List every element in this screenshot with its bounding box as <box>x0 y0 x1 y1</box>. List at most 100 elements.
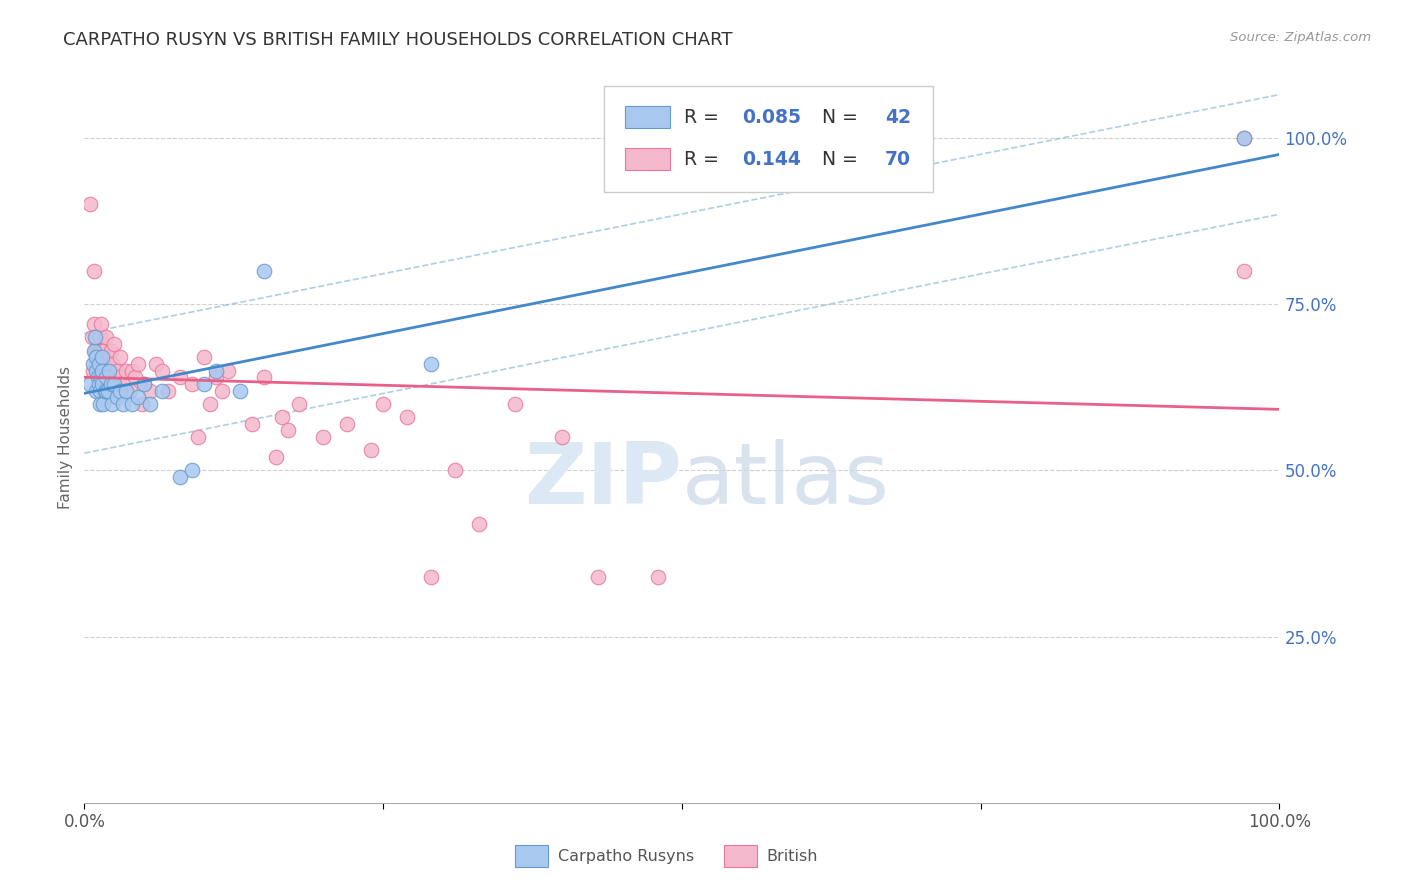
Text: atlas: atlas <box>682 440 890 523</box>
Point <box>82 363 104 377</box>
Point <box>121 363 143 377</box>
Point <box>187 430 209 444</box>
Point <box>97 351 120 365</box>
Point <box>205 363 228 377</box>
Text: N =: N = <box>810 150 863 169</box>
Text: British: British <box>766 848 818 863</box>
Point <box>360 443 382 458</box>
Point <box>91 351 114 365</box>
Point <box>131 397 153 411</box>
Point <box>253 370 276 384</box>
Text: R =: R = <box>685 108 725 127</box>
Point <box>1233 264 1256 278</box>
Point <box>264 450 287 464</box>
Point <box>94 384 117 398</box>
Text: 0.144: 0.144 <box>742 150 800 169</box>
FancyBboxPatch shape <box>605 86 934 192</box>
Y-axis label: Family Households: Family Households <box>58 366 73 508</box>
Point <box>124 370 146 384</box>
Point <box>97 384 120 398</box>
Point <box>111 376 134 391</box>
Point <box>121 397 143 411</box>
Point <box>87 376 110 391</box>
Point <box>101 357 124 371</box>
Point <box>94 330 117 344</box>
Point <box>157 384 180 398</box>
Text: R =: R = <box>685 150 725 169</box>
Point <box>229 384 252 398</box>
Point <box>132 376 156 391</box>
Point <box>1233 131 1256 145</box>
Point <box>86 330 108 344</box>
Point <box>111 397 134 411</box>
Text: ZIP: ZIP <box>524 440 682 523</box>
Point <box>79 376 101 391</box>
Point <box>139 384 162 398</box>
Point <box>588 570 610 584</box>
Point <box>270 410 292 425</box>
Point <box>82 357 104 371</box>
Text: 0.085: 0.085 <box>742 108 800 127</box>
Point <box>87 357 110 371</box>
Point <box>84 330 107 344</box>
Point <box>86 343 108 358</box>
Text: 42: 42 <box>886 108 911 127</box>
Point <box>115 363 138 377</box>
Point <box>551 430 574 444</box>
Point <box>132 376 156 391</box>
Point <box>647 570 669 584</box>
Point <box>110 370 132 384</box>
Point <box>100 343 122 358</box>
FancyBboxPatch shape <box>515 846 548 867</box>
Point <box>93 357 115 371</box>
Point <box>1233 131 1256 145</box>
Point <box>93 343 115 358</box>
Point <box>86 351 108 365</box>
Point <box>253 264 276 278</box>
Point <box>87 357 110 371</box>
Point <box>89 330 111 344</box>
FancyBboxPatch shape <box>624 148 671 170</box>
Point <box>103 337 125 351</box>
Point <box>86 363 108 377</box>
Point <box>84 343 107 358</box>
Point <box>468 516 491 531</box>
Point <box>118 384 141 398</box>
FancyBboxPatch shape <box>624 106 671 128</box>
Point <box>86 370 108 384</box>
Point <box>91 363 114 377</box>
Point <box>193 376 215 391</box>
Point <box>211 384 233 398</box>
Point <box>444 463 467 477</box>
Point <box>89 343 111 358</box>
Point <box>336 417 359 431</box>
Point <box>93 397 115 411</box>
Point <box>86 384 108 398</box>
Point <box>83 317 105 331</box>
Text: Source: ZipAtlas.com: Source: ZipAtlas.com <box>1230 31 1371 45</box>
Point <box>90 317 112 331</box>
Point <box>169 370 191 384</box>
Point <box>91 376 114 391</box>
Point <box>91 351 114 365</box>
Point <box>312 430 335 444</box>
Point <box>181 463 204 477</box>
Point <box>115 384 138 398</box>
Point <box>277 424 299 438</box>
Point <box>420 357 443 371</box>
Point <box>90 370 112 384</box>
Text: N =: N = <box>810 108 863 127</box>
Point <box>169 470 191 484</box>
Point <box>94 370 117 384</box>
Point <box>420 570 443 584</box>
Point <box>93 384 115 398</box>
Point <box>373 397 395 411</box>
Point <box>91 363 114 377</box>
Point <box>198 397 221 411</box>
Point <box>83 264 105 278</box>
Text: 70: 70 <box>886 150 911 169</box>
Point <box>86 357 108 371</box>
Point <box>105 390 128 404</box>
Point <box>240 417 263 431</box>
Point <box>100 376 122 391</box>
